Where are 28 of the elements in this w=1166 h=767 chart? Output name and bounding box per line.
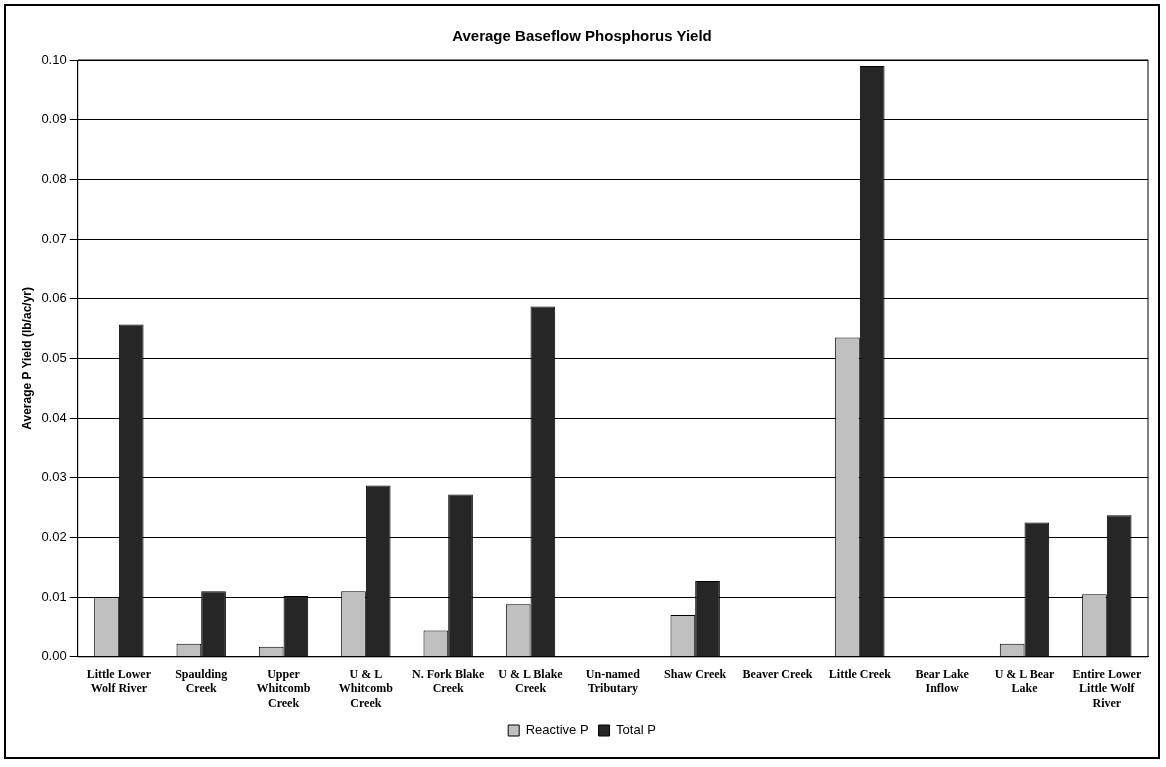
x-tick-label: U & L Whitcomb Creek [338, 667, 394, 710]
y-tick-label: 0.03 [41, 469, 67, 485]
y-tick-label: 0.08 [41, 170, 67, 186]
y-tick-label: 0.05 [41, 349, 67, 365]
y-tick-label: 0.10 [41, 51, 67, 67]
x-tick-label: Upper Whitcomb Creek [256, 667, 311, 710]
y-tick-label: 0.01 [41, 588, 67, 604]
x-tick-label: Entire Lower Little Wolf River [1072, 667, 1142, 710]
y-tick-label: 0.04 [41, 409, 67, 425]
x-tick-label: Little Creek [828, 667, 892, 682]
x-tick-label: U & L Bear Lake [994, 667, 1055, 696]
x-tick-label: N. Fork Blake Creek [412, 667, 486, 696]
x-tick-label: Little Lower Wolf River [86, 667, 152, 696]
x-tick-label: Un-named Tributary [585, 667, 641, 696]
legend-label: Reactive P [525, 722, 589, 738]
legend-label: Total P [616, 722, 656, 738]
y-tick-label: 0.09 [41, 111, 67, 127]
y-tick-label: 0.06 [41, 290, 67, 306]
x-tick-label: Bear Lake Inflow [915, 667, 970, 696]
x-tick-label: Shaw Creek [664, 667, 727, 682]
chart-title: Average Baseflow Phosphorus Yield [452, 27, 712, 45]
y-tick-label: 0.00 [41, 648, 67, 664]
y-axis-title: Average P Yield (lb/ac/yr) [19, 287, 34, 430]
x-tick-label: Beaver Creek [742, 667, 813, 682]
y-tick-label: 0.02 [41, 529, 67, 545]
y-tick-label: 0.07 [41, 230, 67, 246]
x-tick-label: U & L Blake Creek [498, 667, 564, 696]
x-tick-label: Spaulding Creek [175, 667, 228, 696]
